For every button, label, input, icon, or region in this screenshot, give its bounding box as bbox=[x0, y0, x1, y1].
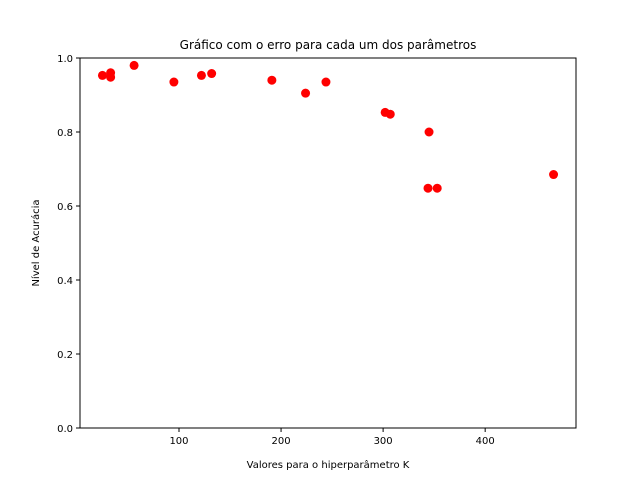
data-point bbox=[97, 70, 107, 80]
y-tick-label: 1.0 bbox=[57, 54, 73, 65]
y-tick-label: 0.4 bbox=[57, 276, 73, 287]
data-point bbox=[423, 183, 433, 193]
y-tick-label: 0.2 bbox=[57, 350, 73, 361]
data-point bbox=[301, 88, 311, 98]
x-tick-label: 100 bbox=[169, 436, 188, 447]
data-point bbox=[207, 69, 217, 79]
plot-area bbox=[97, 60, 559, 193]
data-point bbox=[321, 77, 331, 87]
y-tick-label: 0.0 bbox=[57, 424, 73, 435]
data-point bbox=[385, 109, 395, 119]
chart-title: Gráfico com o erro para cada um dos parâ… bbox=[180, 38, 477, 52]
y-axis-title: Nível de Acurácia bbox=[30, 199, 42, 286]
x-tick-label: 300 bbox=[374, 436, 393, 447]
y-tick-label: 0.8 bbox=[57, 128, 73, 139]
axes-frame bbox=[79, 57, 577, 429]
data-point bbox=[129, 60, 139, 70]
data-point bbox=[432, 183, 442, 193]
data-point bbox=[267, 75, 277, 85]
x-tick-label: 400 bbox=[476, 436, 495, 447]
x-axis-title: Valores para o hiperparâmetro K bbox=[247, 459, 410, 471]
x-tick-label: 200 bbox=[272, 436, 291, 447]
data-point bbox=[549, 170, 559, 180]
data-point bbox=[106, 72, 116, 82]
y-tick-label: 0.6 bbox=[57, 202, 73, 213]
data-point bbox=[424, 127, 434, 137]
data-point bbox=[196, 70, 206, 80]
data-point bbox=[169, 77, 179, 87]
